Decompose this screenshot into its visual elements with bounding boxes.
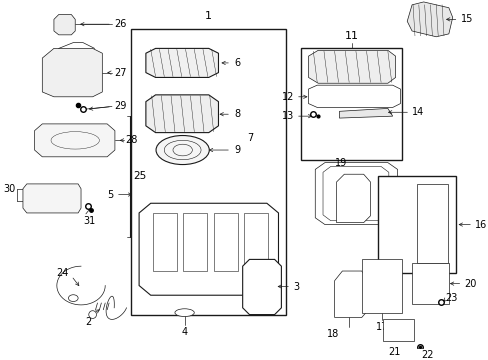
Bar (382, 319, 413, 341)
Ellipse shape (156, 135, 209, 165)
Text: 30: 30 (3, 184, 15, 194)
Text: 14: 14 (411, 107, 424, 117)
Text: 15: 15 (460, 14, 472, 24)
Ellipse shape (51, 132, 99, 149)
Text: 3: 3 (292, 282, 299, 292)
Polygon shape (54, 14, 75, 35)
Text: 4: 4 (181, 327, 187, 337)
Text: 11: 11 (344, 31, 358, 41)
Bar (243, 213, 267, 271)
Text: 12: 12 (281, 92, 293, 102)
Bar (361, 260, 402, 312)
Text: 5: 5 (107, 190, 114, 199)
Text: 31: 31 (83, 216, 95, 226)
Polygon shape (315, 163, 397, 225)
Text: 6: 6 (233, 58, 240, 68)
Text: 25: 25 (133, 171, 146, 181)
Bar (183, 213, 206, 271)
Text: 1: 1 (205, 11, 212, 21)
Ellipse shape (173, 144, 192, 156)
Polygon shape (42, 48, 102, 97)
Text: 9: 9 (233, 145, 240, 155)
Bar (377, 176, 455, 273)
Polygon shape (242, 260, 281, 315)
Text: 20: 20 (464, 279, 476, 289)
Polygon shape (145, 95, 218, 132)
Text: 17: 17 (375, 322, 387, 332)
Text: 18: 18 (326, 329, 338, 339)
Text: 23: 23 (444, 293, 456, 303)
Polygon shape (336, 174, 370, 222)
Bar (300, 48, 402, 160)
Polygon shape (145, 48, 218, 77)
Bar (131, 29, 285, 315)
Ellipse shape (164, 140, 201, 160)
Text: 21: 21 (387, 347, 399, 356)
Text: 22: 22 (421, 350, 433, 360)
Text: 16: 16 (474, 220, 486, 230)
Ellipse shape (175, 309, 194, 316)
Text: 2: 2 (85, 318, 92, 328)
Text: 29: 29 (114, 102, 126, 112)
Polygon shape (35, 124, 115, 157)
Polygon shape (323, 166, 388, 221)
Polygon shape (339, 108, 392, 118)
Polygon shape (407, 2, 452, 37)
Ellipse shape (89, 311, 96, 319)
Text: 7: 7 (247, 134, 253, 143)
Text: 28: 28 (125, 135, 138, 145)
Text: 10: 10 (411, 189, 424, 199)
Polygon shape (23, 184, 81, 213)
Polygon shape (139, 203, 278, 295)
Bar (416, 184, 447, 263)
Bar (152, 213, 177, 271)
Bar (213, 213, 237, 271)
Polygon shape (334, 271, 368, 318)
Text: 8: 8 (233, 109, 240, 119)
Text: 24: 24 (56, 268, 68, 278)
Text: 19: 19 (335, 158, 347, 168)
Text: 13: 13 (281, 111, 293, 121)
Polygon shape (308, 50, 395, 83)
Ellipse shape (68, 295, 78, 302)
Bar (411, 263, 448, 304)
Text: 27: 27 (114, 68, 126, 78)
Polygon shape (308, 85, 400, 107)
Text: 26: 26 (114, 19, 126, 29)
